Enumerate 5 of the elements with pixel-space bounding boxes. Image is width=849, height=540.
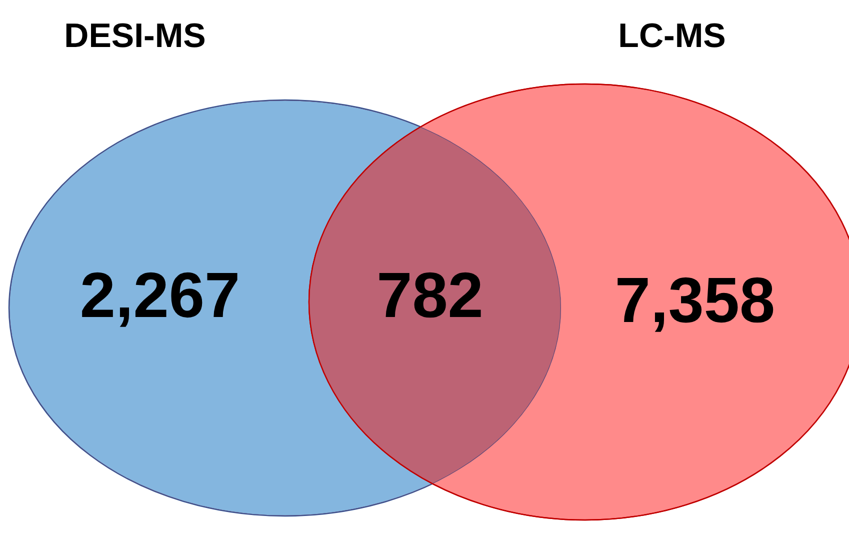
data-label: 2,267 [80, 258, 240, 331]
category-label: LC-MS [618, 16, 726, 55]
data-label: 782 [376, 258, 484, 331]
category-label: DESI-MS [64, 16, 206, 55]
data-label: 7,358 [614, 264, 776, 336]
